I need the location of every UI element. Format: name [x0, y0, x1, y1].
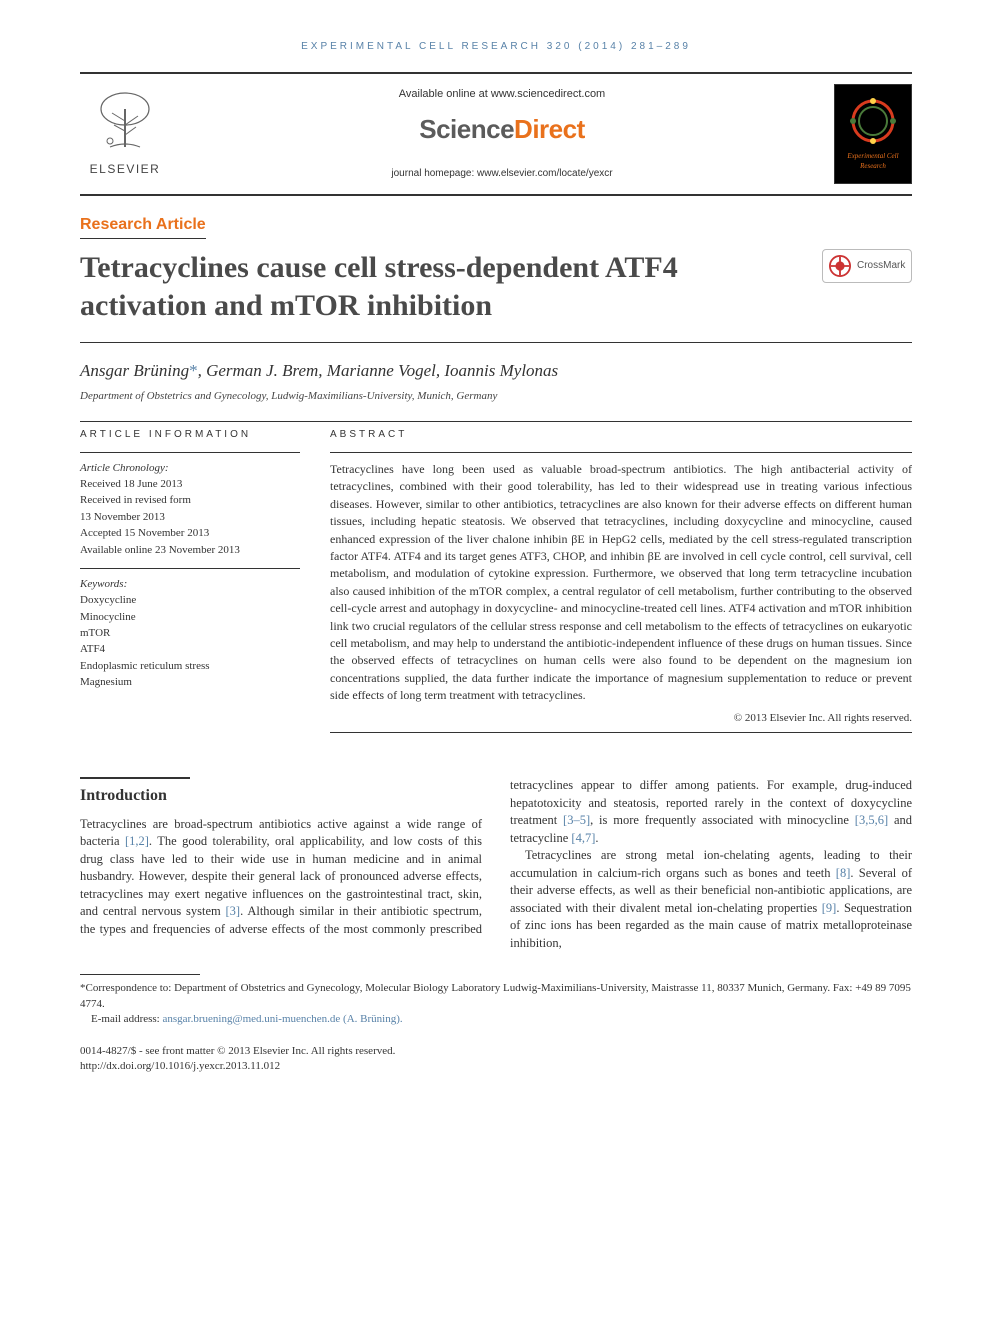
body-two-column: Introduction Tetracyclines are broad-spe…: [80, 777, 912, 952]
masthead-center: Available online at www.sciencedirect.co…: [188, 87, 816, 181]
email-link[interactable]: ansgar.bruening@med.uni-muenchen.de (A. …: [162, 1013, 402, 1025]
masthead: ELSEVIER Available online at www.science…: [80, 74, 912, 194]
section-label-text: Research Article: [80, 214, 206, 239]
ref-link[interactable]: [4,7]: [571, 831, 595, 845]
keywords-label: Keywords:: [80, 577, 300, 592]
chronology-label: Article Chronology:: [80, 461, 300, 476]
volume: 320: [547, 41, 573, 52]
keyword: mTOR: [80, 626, 300, 641]
intro-para-2: Tetracyclines are strong metal ion-chela…: [510, 847, 912, 952]
correspondence: *Correspondence to: Department of Obstet…: [80, 981, 912, 1012]
authors: Ansgar Brüning*, German J. Brem, Mariann…: [80, 359, 912, 383]
abstract-heading: ABSTRACT: [330, 428, 912, 443]
running-head: EXPERIMENTAL CELL RESEARCH 320 (2014) 28…: [80, 40, 912, 54]
elsevier-logo[interactable]: ELSEVIER: [80, 84, 170, 184]
keyword: Magnesium: [80, 675, 300, 690]
abstract-copyright: © 2013 Elsevier Inc. All rights reserved…: [330, 711, 912, 727]
sd-right: Direct: [514, 114, 585, 144]
crossmark-badge[interactable]: CrossMark: [822, 249, 912, 283]
chron-revised-a: Received in revised form: [80, 493, 300, 508]
rule-below-masthead: [80, 194, 912, 196]
keyword: Doxycycline: [80, 593, 300, 608]
footnotes: *Correspondence to: Department of Obstet…: [80, 981, 912, 1027]
info-rule-2: [80, 568, 300, 569]
article-info-heading: ARTICLE INFORMATION: [80, 428, 300, 442]
footer-copyright: 0014-4827/$ - see front matter © 2013 El…: [80, 1044, 912, 1074]
article-title: Tetracyclines cause cell stress-dependen…: [80, 249, 806, 324]
section-label: Research Article: [80, 214, 912, 239]
year: 2014: [585, 41, 619, 52]
ref-link[interactable]: [8]: [836, 866, 851, 880]
rule-below-title: [80, 342, 912, 343]
ref-link[interactable]: [1,2]: [125, 834, 149, 848]
email-line: E-mail address: ansgar.bruening@med.uni-…: [80, 1012, 912, 1027]
keyword: Minocycline: [80, 610, 300, 625]
cover-title: Experimental Cell Research: [839, 152, 907, 172]
crossmark-icon: [829, 255, 851, 277]
crossmark-label: CrossMark: [857, 259, 905, 273]
affiliation: Department of Obstetrics and Gynecology,…: [80, 389, 912, 404]
keyword: ATF4: [80, 642, 300, 657]
footnote-sep: [80, 974, 200, 975]
author-list: Ansgar Brüning*, German J. Brem, Mariann…: [80, 361, 558, 380]
abstract-text: Tetracyclines have long been used as val…: [330, 461, 912, 704]
p1f: .: [595, 831, 598, 845]
article-info-column: ARTICLE INFORMATION Article Chronology: …: [80, 428, 300, 742]
email-label: E-mail address:: [91, 1013, 162, 1025]
p1d: , is more frequently associated with min…: [590, 813, 855, 827]
sciencedirect-logo[interactable]: ScienceDirect: [188, 111, 816, 147]
ref-link[interactable]: [3–5]: [563, 813, 590, 827]
footer-doi[interactable]: http://dx.doi.org/10.1016/j.yexcr.2013.1…: [80, 1059, 912, 1074]
abstract-rule: [330, 452, 912, 453]
journal-cover[interactable]: Experimental Cell Research: [834, 84, 912, 184]
keyword: Endoplasmic reticulum stress: [80, 659, 300, 674]
keywords-block: Keywords: Doxycycline Minocycline mTOR A…: [80, 577, 300, 691]
pages: 281–289: [631, 41, 691, 52]
info-rule: [80, 452, 300, 453]
homepage-line[interactable]: journal homepage: www.elsevier.com/locat…: [188, 167, 816, 181]
abstract-rule-bottom: [330, 732, 912, 733]
ref-link[interactable]: [3,5,6]: [855, 813, 888, 827]
intro-rule: [80, 777, 190, 779]
chron-received: Received 18 June 2013: [80, 477, 300, 492]
article-chronology: Article Chronology: Received 18 June 201…: [80, 461, 300, 558]
sd-left: Science: [419, 114, 514, 144]
journal-abbrev: EXPERIMENTAL CELL RESEARCH: [301, 41, 541, 52]
rule-above-info: [80, 421, 912, 422]
ref-link[interactable]: [9]: [822, 901, 837, 915]
chron-online: Available online 23 November 2013: [80, 543, 300, 558]
corresponding-mark: *: [189, 361, 198, 380]
elsevier-word: ELSEVIER: [90, 161, 161, 178]
cover-ring-icon: [848, 96, 898, 146]
available-online-line: Available online at www.sciencedirect.co…: [188, 87, 816, 102]
ref-link[interactable]: [3]: [226, 904, 241, 918]
footer-line-1: 0014-4827/$ - see front matter © 2013 El…: [80, 1044, 912, 1059]
abstract-column: ABSTRACT Tetracyclines have long been us…: [330, 428, 912, 742]
chron-accepted: Accepted 15 November 2013: [80, 526, 300, 541]
elsevier-tree-icon: [90, 91, 160, 157]
introduction-heading: Introduction: [80, 785, 482, 807]
chron-revised-b: 13 November 2013: [80, 510, 300, 525]
